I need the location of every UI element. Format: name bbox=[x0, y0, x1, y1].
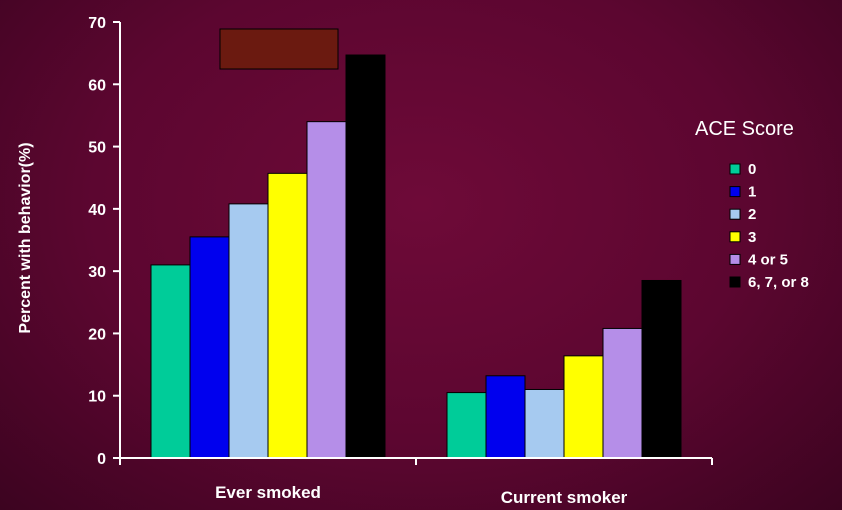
legend-swatch bbox=[729, 253, 741, 265]
bars-group bbox=[150, 54, 682, 459]
y-tick-label: 70 bbox=[88, 15, 106, 32]
y-tick-label: 60 bbox=[88, 77, 106, 94]
y-tick-label: 0 bbox=[97, 451, 106, 468]
y-tick-label: 10 bbox=[88, 389, 106, 406]
y-tick-label: 30 bbox=[88, 264, 106, 281]
bar bbox=[485, 375, 526, 459]
bar bbox=[524, 388, 565, 459]
bar bbox=[641, 279, 682, 459]
legend-label: 3 bbox=[748, 229, 756, 246]
bar bbox=[306, 121, 347, 459]
legend-swatch bbox=[729, 208, 741, 220]
legend-swatch bbox=[729, 276, 741, 288]
legend-label: 4 or 5 bbox=[748, 251, 788, 268]
legend-title: ACE Score bbox=[695, 118, 794, 140]
legend-label: 1 bbox=[748, 184, 756, 201]
legend-label: 2 bbox=[748, 206, 756, 223]
y-tick-label: 50 bbox=[88, 140, 106, 157]
bar bbox=[267, 172, 308, 459]
x-category-label: Current smoker bbox=[501, 488, 628, 507]
y-axis-label: Percent with behavior(%) bbox=[17, 142, 34, 333]
y-tick-label: 20 bbox=[88, 326, 106, 343]
bar bbox=[228, 203, 269, 459]
legend-label: 6, 7, or 8 bbox=[748, 274, 809, 291]
annotation-box bbox=[219, 28, 339, 70]
legend-label: 0 bbox=[748, 161, 756, 178]
bar bbox=[446, 392, 487, 459]
legend-swatch bbox=[729, 231, 741, 243]
legend: 0 1 2 3 4 or 5 6, 7, or 8 bbox=[729, 161, 809, 291]
y-tick-label: 40 bbox=[88, 202, 106, 219]
bar bbox=[189, 236, 230, 459]
x-category-label: Ever smoked bbox=[215, 483, 321, 502]
legend-swatch bbox=[729, 163, 741, 175]
bar bbox=[563, 355, 604, 459]
bar bbox=[602, 327, 643, 459]
legend-swatch bbox=[729, 186, 741, 198]
bar bbox=[150, 264, 191, 459]
bar bbox=[345, 54, 386, 459]
axes-group: 0 10 20 30 40 50 60 70 Ever smoked Current smoker bbox=[88, 15, 713, 507]
